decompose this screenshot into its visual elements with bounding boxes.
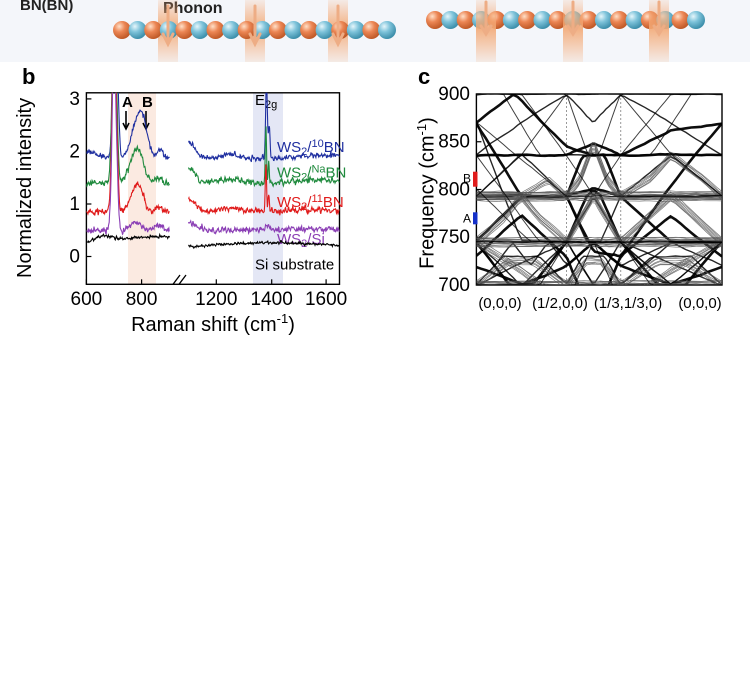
svg-text:1: 1: [69, 194, 80, 215]
svg-text:800: 800: [126, 289, 158, 310]
svg-text:1200: 1200: [195, 289, 237, 310]
svg-text:(1/2,0,0): (1/2,0,0): [532, 295, 588, 312]
svg-text:700: 700: [438, 275, 470, 296]
svg-text:Raman shift (cm-1): Raman shift (cm-1): [131, 311, 295, 336]
svg-text:2: 2: [69, 142, 80, 163]
svg-text:0: 0: [69, 247, 80, 268]
svg-text:A: A: [463, 212, 471, 226]
svg-text:WS2/Si: WS2/Si: [277, 231, 325, 250]
svg-text:Si substrate: Si substrate: [255, 256, 334, 273]
svg-text:B: B: [142, 94, 153, 111]
svg-text:1600: 1600: [305, 289, 347, 310]
svg-text:850: 850: [438, 132, 470, 153]
svg-text:(0,0,0): (0,0,0): [678, 295, 721, 312]
svg-text:1400: 1400: [251, 289, 293, 310]
svg-text:A: A: [122, 94, 133, 111]
svg-text:B: B: [463, 172, 471, 186]
svg-text:BN(BN): BN(BN): [20, 0, 73, 14]
svg-text:(1/3,1/3,0): (1/3,1/3,0): [594, 295, 662, 312]
svg-text:3: 3: [69, 89, 80, 110]
svg-text:900: 900: [438, 84, 470, 105]
svg-text:600: 600: [71, 289, 103, 310]
svg-text:(0,0,0): (0,0,0): [478, 295, 521, 312]
svg-text:750: 750: [438, 227, 470, 248]
